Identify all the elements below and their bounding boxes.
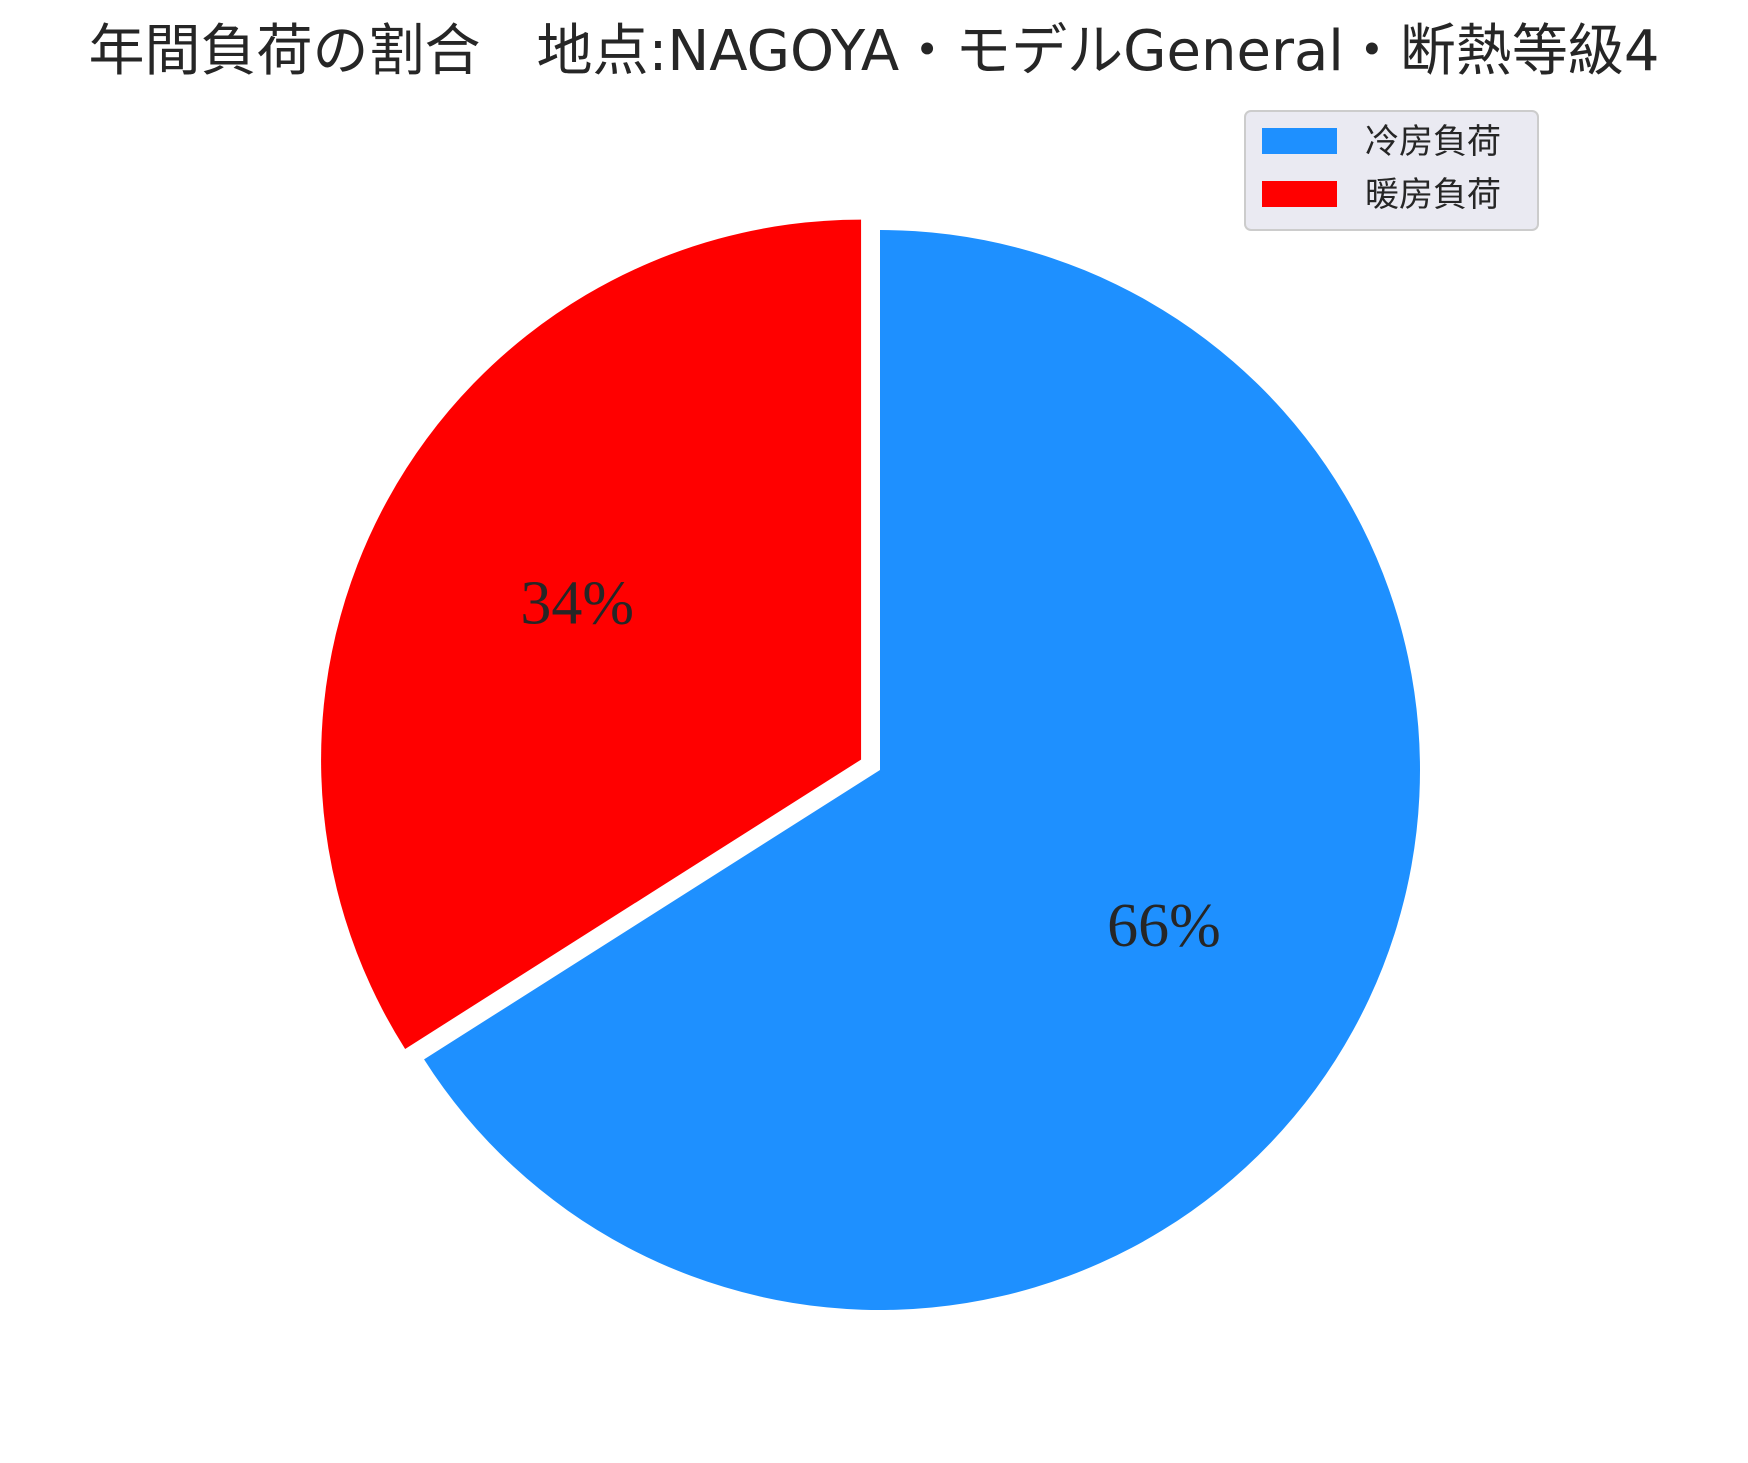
legend: 冷房負荷 暖房負荷: [1244, 110, 1539, 231]
legend-label-cooling: 冷房負荷: [1365, 122, 1501, 162]
legend-swatch-cooling: [1262, 128, 1337, 154]
legend-swatch-heating: [1262, 181, 1337, 207]
pie-slices: [321, 219, 1420, 1310]
pie-labels: 66% 34%: [520, 570, 1220, 961]
legend-label-heating: 暖房負荷: [1365, 175, 1501, 215]
slice-cooling: [424, 230, 1420, 1310]
pct-label-heating: 34%: [520, 570, 634, 638]
chart-title: 年間負荷の割合 地点:NAGOYA・モデルGeneral・断熱等級4: [89, 19, 1660, 84]
slice-heating: [321, 219, 862, 1049]
pct-label-cooling: 66%: [1107, 892, 1221, 960]
